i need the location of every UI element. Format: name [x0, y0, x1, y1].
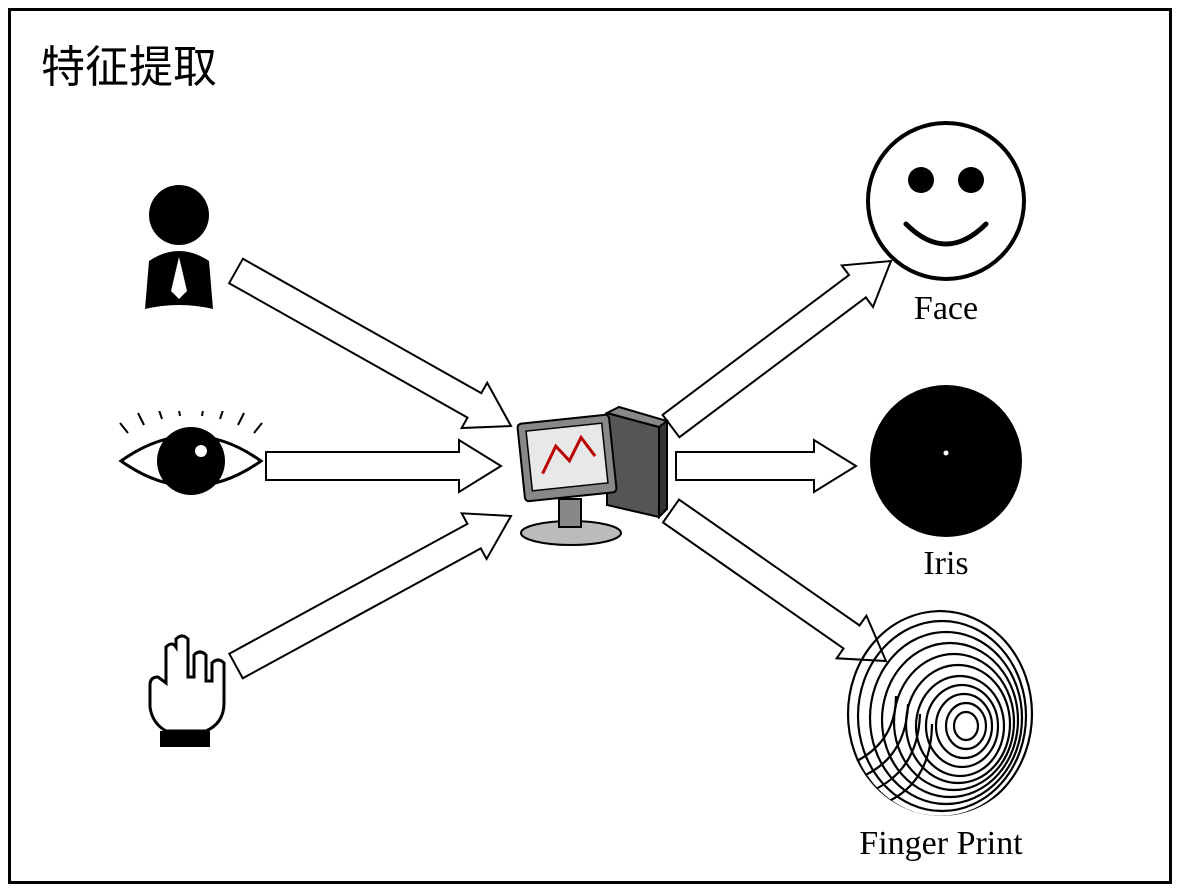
eye-icon	[116, 411, 266, 511]
hand-icon	[136, 631, 231, 751]
eye-node	[116, 411, 266, 511]
smiley-icon	[861, 116, 1031, 286]
person-icon	[129, 181, 229, 311]
computer-node	[511, 401, 671, 551]
fingerprint-node: Finger Print	[836, 606, 1046, 863]
face-node: Face	[861, 116, 1031, 328]
arrow-hand-to-computer	[224, 493, 524, 689]
iris-node: Iris	[866, 381, 1026, 583]
iris-label: Iris	[866, 545, 1026, 583]
fingerprint-icon	[836, 606, 1046, 821]
fingerprint-label: Finger Print	[836, 825, 1046, 863]
arrow-computer-to-iris	[676, 440, 856, 492]
diagram-frame: 特征提取	[8, 8, 1172, 884]
person-node	[129, 181, 229, 311]
iris-icon	[866, 381, 1026, 541]
arrow-person-to-computer	[223, 248, 524, 448]
computer-icon	[511, 401, 671, 551]
hand-node	[136, 631, 231, 751]
face-label: Face	[861, 290, 1031, 328]
arrow-eye-to-computer	[266, 440, 501, 492]
